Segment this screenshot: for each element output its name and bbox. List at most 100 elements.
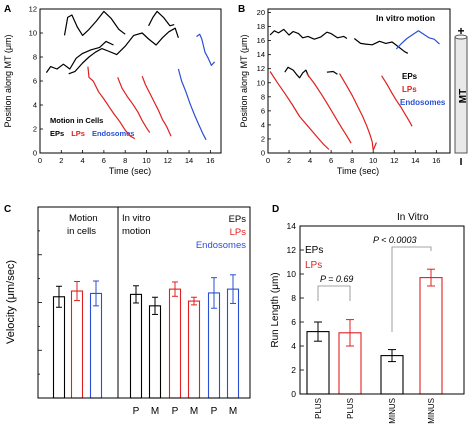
panel-b-traces — [269, 28, 440, 151]
panel-a-legend-lp: LPs — [71, 129, 85, 138]
panel-c-bar — [187, 300, 201, 399]
panel-b-trace-lp — [338, 73, 377, 151]
panel-c: C Motion in cells In vitro motion EPs LP… — [4, 204, 251, 417]
panel-d-p-minus: P < 0.0003 — [373, 235, 416, 245]
panel-d-title: In Vitro — [397, 212, 429, 223]
panel-c-legend-endo: Endosomes — [196, 240, 246, 251]
panel-a-letter: A — [4, 4, 11, 15]
panel-d-legend-ep: EPs — [305, 245, 323, 256]
panel-a-x-tick-label: 4 — [81, 156, 85, 165]
panel-d-bracket-minus — [391, 246, 432, 332]
panel-d-x-tick-label: MINUS — [388, 398, 397, 424]
panel-d-bracket-plus — [317, 285, 351, 301]
panel-a-y-tick-label: 10 — [29, 29, 37, 38]
panel-a-x-tick-label: 14 — [185, 156, 193, 165]
panel-d-y-tick-label: 6 — [291, 317, 296, 327]
panel-c-x-tick-label: M — [190, 406, 198, 417]
mt-cylinder: + MT I — [454, 24, 469, 168]
panel-b-y-tick-label: 20 — [257, 8, 265, 17]
panel-a-legend-endo: Endosomes — [92, 129, 135, 138]
panel-a-x-tick-label: 10 — [142, 156, 150, 165]
panel-a-trace-ep — [63, 10, 126, 37]
panel-b-legend-endo: Endosomes — [400, 98, 446, 107]
panel-d-letter: D — [272, 204, 279, 215]
panel-c-plot-frame — [37, 206, 251, 399]
panel-a-y-tick-label: 4 — [33, 101, 37, 110]
panel-a-trace-endo — [177, 68, 207, 141]
panel-b-y-tick-label: 6 — [261, 106, 265, 115]
panel-b-trace-lp — [269, 71, 330, 150]
panel-b-y-label: Position along MT (μm) — [239, 34, 249, 127]
panel-b-letter: B — [238, 4, 245, 15]
panel-c-y-label: Velocity (μm/sec) — [5, 260, 17, 344]
panel-a: A 0 2 4 6 8 10 12 14 16 0 2 4 6 8 10 12 Time (sec) Posi… — [3, 4, 222, 176]
panel-a-y-label: Position along MT (μm) — [3, 34, 13, 127]
panel-c-ticks — [38, 206, 42, 399]
panel-b-trace-ep — [269, 28, 348, 40]
panel-d-y-tick-label: 14 — [287, 221, 297, 231]
panel-a-trace-lp — [87, 66, 136, 140]
panel-a-trace-ep — [68, 27, 179, 75]
panel-c-legend-lp: LPs — [230, 227, 247, 238]
panel-b-trace-endo — [395, 30, 440, 50]
panel-c-x-tick-label: P — [211, 406, 218, 417]
panel-a-x-tick-label: 0 — [38, 156, 42, 165]
panel-c-bar — [226, 288, 240, 399]
panel-c-group2-line2: motion — [122, 226, 151, 237]
panel-d-x-ticklabels: PLUS PLUS MINUS MINUS — [314, 398, 436, 424]
panel-b-y-tick-label: 12 — [257, 64, 265, 73]
panel-c-bar — [168, 288, 182, 399]
panel-b-trace-ep — [284, 66, 310, 79]
panel-a-plot-frame — [39, 8, 222, 154]
panel-b-y-tick-label: 0 — [261, 149, 265, 158]
panel-a-x-tick-label: 16 — [206, 156, 214, 165]
panel-a-trace-ep — [148, 10, 175, 27]
panel-b-x-tick-label: 12 — [390, 156, 398, 165]
panel-b-x-tick-label: 6 — [329, 156, 333, 165]
panel-c-x-tick-label: M — [229, 406, 237, 417]
panel-d-y-label: Run Length (μm) — [270, 272, 281, 347]
panel-d-legend-lp: LPs — [305, 260, 322, 271]
panel-c-bar — [129, 293, 143, 399]
panel-b-x-tick-label: 2 — [287, 156, 291, 165]
mt-label: MT — [458, 89, 469, 103]
panel-b-title: In vitro motion — [376, 13, 435, 23]
panel-b-x-tick-label: 0 — [266, 156, 270, 165]
panel-b-y-tick-label: 4 — [261, 120, 265, 129]
panel-a-y-tick-label: 6 — [33, 77, 37, 86]
panel-b-trace-ep — [353, 38, 409, 54]
panel-d-ticks: 0 2 4 6 8 10 12 14 — [287, 221, 304, 399]
panel-d-significance: P = 0.69 P < 0.0003 — [317, 235, 432, 332]
mt-minus-label: I — [460, 157, 463, 168]
panel-b-trace-ep — [326, 70, 338, 75]
panel-a-traces — [45, 10, 216, 141]
panel-d-y-tick-label: 8 — [291, 293, 296, 303]
panel-b-x-tick-label: 10 — [369, 156, 377, 165]
panel-a-x-tick-label: 8 — [123, 156, 127, 165]
panel-b-legend-ep: EPs — [402, 72, 418, 81]
panel-a-x-tick-label: 12 — [164, 156, 172, 165]
panel-b-plot-frame — [267, 8, 451, 154]
panel-a-y-tick-label: 12 — [29, 5, 37, 14]
panel-b-x-tick-label: 4 — [308, 156, 312, 165]
panel-c-bars — [52, 274, 240, 399]
panel-d-y-tick-label: 2 — [291, 365, 296, 375]
panel-d-y-tick-label: 4 — [291, 341, 296, 351]
panel-b-y-tick-label: 14 — [257, 50, 265, 59]
panel-d: D 0 2 4 6 8 10 12 14 In Vitro EPs LPs Run Lengt… — [270, 204, 465, 424]
panel-d-x-tick-label: PLUS — [314, 398, 323, 419]
panel-a-legend-ep: EPs — [50, 129, 64, 138]
panel-a-trace-ep — [45, 40, 114, 73]
panel-c-group1-line2: in cells — [67, 226, 96, 237]
panel-a-x-tick-label: 2 — [59, 156, 63, 165]
panel-d-bars — [306, 268, 443, 395]
panel-a-ticks: 0 2 4 6 8 10 12 14 16 0 2 4 6 8 10 12 — [29, 5, 215, 166]
panel-b-x-tick-label: 14 — [411, 156, 419, 165]
panel-d-x-tick-label: PLUS — [346, 398, 355, 419]
mt-tube-top — [454, 34, 468, 40]
panel-c-letter: C — [4, 204, 11, 215]
panel-d-p-plus: P = 0.69 — [320, 274, 353, 284]
panel-b-y-tick-label: 18 — [257, 22, 265, 31]
